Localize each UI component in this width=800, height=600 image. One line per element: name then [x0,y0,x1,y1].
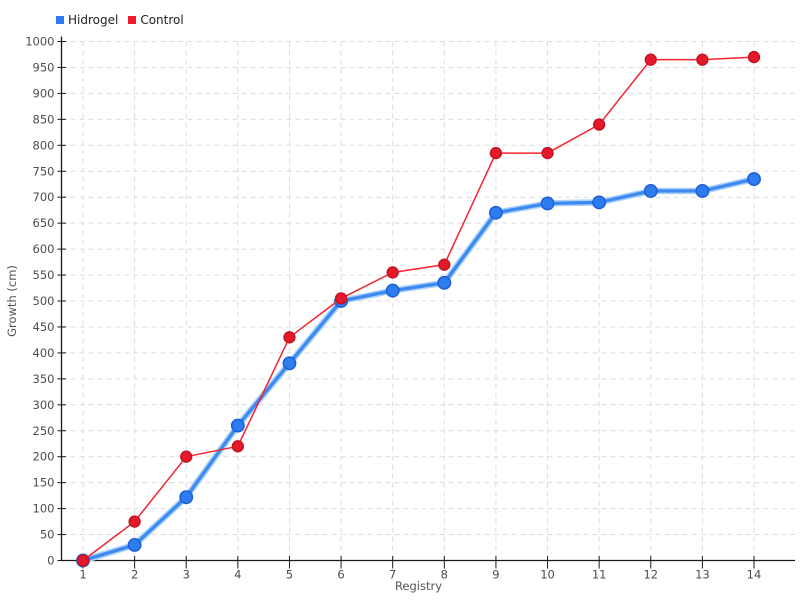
y-tick-label: 600 [33,242,55,256]
data-point-hidrogel-11 [592,195,607,210]
legend-label-hidrogel: Hidrogel [68,13,119,27]
legend-item-control[interactable]: Control [128,13,184,27]
y-tick-label: 450 [33,320,55,334]
data-point-control-4 [231,440,244,453]
y-tick-label: 700 [33,190,55,204]
y-tick-label: 50 [40,528,55,542]
y-tick-label: 0 [47,554,54,568]
x-axis-title: Registry [395,579,442,593]
data-point-control-7 [386,266,399,279]
y-tick-label: 800 [33,138,55,152]
x-tick-label: 14 [747,568,762,582]
x-tick-label: 1 [79,568,86,582]
data-point-hidrogel-8 [437,275,452,290]
y-tick-label: 400 [33,346,55,360]
data-point-control-9 [489,146,503,160]
chart-legend: Hidrogel Control [56,13,184,27]
data-point-hidrogel-7 [385,283,400,298]
data-point-hidrogel-3 [179,490,194,505]
x-tick-label: 4 [234,568,241,582]
y-axis-title: Growth (cm) [5,265,19,337]
x-tick-label: 9 [492,568,499,582]
x-tick-label: 7 [389,568,396,582]
y-tick-label: 100 [33,502,55,516]
data-point-hidrogel-12 [643,184,658,198]
legend-label-control: Control [140,13,184,27]
data-point-hidrogel-5 [282,356,297,371]
y-tick-label: 950 [33,60,55,74]
series-line-hidrogel [81,177,756,563]
data-point-hidrogel-13 [695,184,710,198]
data-point-hidrogel-4 [230,418,245,433]
legend-item-hidrogel[interactable]: Hidrogel [56,13,118,27]
y-tick-label: 550 [33,268,55,282]
y-tick-label: 500 [33,294,55,308]
y-tick-label: 150 [33,476,55,490]
x-tick-label: 3 [183,568,190,582]
data-point-control-11 [593,118,606,131]
data-point-control-13 [696,53,709,66]
data-point-hidrogel-14 [747,172,761,186]
data-point-control-8 [438,258,451,271]
x-tick-label: 6 [337,568,344,582]
y-tick-label: 850 [33,112,55,126]
data-point-control-10 [541,146,554,160]
data-point-control-6 [334,292,348,305]
control-swatch-icon [128,16,137,24]
y-tick-label: 1000 [25,35,54,49]
x-tick-label: 11 [592,568,607,582]
data-point-control-12 [644,53,657,66]
x-tick-label: 10 [540,568,555,582]
x-tick-label: 12 [643,568,658,582]
data-point-control-3 [180,450,193,463]
x-tick-label: 2 [131,568,138,582]
x-tick-label: 5 [286,568,293,582]
y-tick-label: 750 [33,164,55,178]
y-tick-label: 250 [33,424,55,438]
x-tick-label: 13 [695,568,710,582]
data-point-hidrogel-10 [540,196,555,211]
y-tick-label: 650 [33,216,55,230]
data-point-hidrogel-9 [488,205,503,220]
data-point-control-14 [747,50,761,64]
y-tick-label: 300 [33,398,55,412]
data-point-control-5 [283,331,296,344]
y-tick-label: 200 [33,450,55,464]
data-point-control-2 [128,515,141,528]
series-line-control [82,56,755,562]
data-point-hidrogel-2 [127,537,142,552]
hidrogel-swatch-icon [56,16,64,24]
data-point-control-1 [76,554,90,567]
x-tick-label: 8 [441,568,448,582]
y-tick-label: 900 [33,86,55,100]
y-tick-label: 350 [33,372,55,386]
